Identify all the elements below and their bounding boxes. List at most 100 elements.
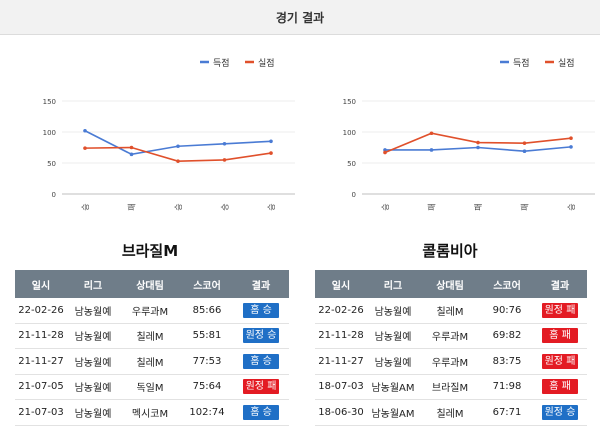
cell-opponent: 칠레M [419, 399, 481, 426]
page-title: 경기 결과 [275, 11, 325, 25]
cell-date: 21-11-27 [315, 348, 367, 375]
x-tick-label: 패 [427, 203, 437, 210]
cell-date: 18-06-30 [315, 399, 367, 426]
cell-date: 22-02-26 [315, 298, 367, 324]
header-bar: 경기 결과 [0, 0, 600, 35]
result-badge: 홈 승 [243, 404, 279, 420]
cell-result: 홈 패 [533, 374, 587, 400]
legend-label-conceded: 실점 [558, 57, 575, 69]
cell-opponent: 칠레M [119, 323, 181, 349]
cell-opponent: 우루과M [419, 323, 481, 349]
cell-score: 67:71 [481, 399, 533, 426]
x-tick-label: 승 [567, 203, 576, 210]
column-header-opponent: 상대팀 [119, 270, 181, 298]
data-point [269, 139, 273, 144]
column-header-league: 리그 [367, 270, 419, 298]
data-point [129, 152, 134, 157]
table-row: 21-07-05 남농월예 독일M 75:64 원정 패 [15, 374, 289, 400]
cell-result: 원정 패 [233, 374, 289, 400]
data-point [476, 140, 480, 145]
cell-score: 90:76 [481, 298, 533, 324]
legend-label-conceded: 실점 [258, 57, 275, 69]
x-tick-label: 승 [267, 203, 276, 210]
cell-league: 남농월AM [367, 374, 419, 400]
cell-score: 69:82 [481, 323, 533, 349]
y-tick-label: 150 [343, 98, 356, 106]
result-badge: 홈 패 [542, 328, 578, 344]
cell-score: 85:66 [181, 298, 233, 324]
data-point [383, 148, 387, 152]
data-point [222, 141, 227, 146]
cell-league: 남농월예 [367, 348, 419, 375]
result-badge: 원정 승 [542, 404, 578, 420]
legend-label-score: 득점 [513, 57, 530, 69]
data-point [522, 141, 527, 145]
table-row: 21-11-28 남농월예 우루과M 69:82 홈 패 [315, 323, 587, 349]
cell-result: 원정 승 [533, 399, 587, 426]
score-chart-colombia: 득점 실점 0 50 100 150 승 패 패 패 승 [300, 48, 600, 218]
result-badge: 원정 패 [243, 379, 279, 395]
column-header-result: 결과 [233, 270, 289, 298]
column-header-opponent: 상대팀 [419, 270, 481, 298]
data-point [429, 148, 434, 152]
table-row: 22-02-26 남농월예 우루과M 85:66 홈 승 [15, 298, 289, 324]
y-tick-label: 50 [47, 160, 56, 168]
x-tick-label: 승 [174, 203, 183, 210]
x-tick-label: 승 [381, 203, 390, 210]
y-tick-label: 100 [343, 129, 356, 137]
result-badge: 홈 승 [243, 353, 279, 369]
result-badge: 홈 승 [243, 302, 279, 318]
y-tick-label: 0 [52, 191, 56, 199]
cell-score: 71:98 [481, 374, 533, 400]
cell-league: 남농월예 [367, 298, 419, 324]
data-point [176, 144, 180, 149]
cell-score: 77:53 [181, 348, 233, 375]
x-tick-label: 승 [81, 203, 90, 210]
cell-league: 남농월예 [67, 348, 119, 375]
result-badge: 홈 패 [542, 379, 578, 395]
results-table-colombia: 일시 리그 상대팀 스코어 결과 22-02-26 남농월예 칠레M 90:76 원정 … [315, 270, 587, 426]
cell-league: 남농월예 [67, 374, 119, 400]
y-tick-label: 100 [43, 129, 56, 137]
table-row: 18-07-03 남농월AM 브라질M 71:98 홈 패 [315, 374, 587, 400]
cell-opponent: 우루과M [119, 298, 181, 324]
table-row: 18-06-30 남농월AM 칠레M 67:71 원정 승 [315, 399, 587, 426]
table-row: 21-11-27 남농월예 칠레M 77:53 홈 승 [15, 348, 289, 375]
line-chart: 득점 실점 0 50 100 150 승 패 패 패 승 [343, 57, 595, 211]
x-tick-label: 패 [473, 203, 483, 210]
y-tick-label: 50 [347, 160, 356, 168]
data-point [476, 145, 480, 150]
cell-date: 21-11-28 [315, 323, 367, 349]
data-point [569, 136, 573, 140]
series-line-conceded [84, 146, 272, 162]
cell-score: 75:64 [181, 374, 233, 400]
cell-result: 원정 패 [533, 348, 587, 375]
cell-opponent: 독일M [119, 374, 181, 400]
table-row: 21-07-03 남농월예 멕시코M 102:74 홈 승 [15, 399, 289, 426]
cell-league: 남농월AM [367, 399, 419, 426]
table-row: 21-11-27 남농월예 우루과M 83:75 원정 패 [315, 348, 587, 375]
cell-result: 원정 승 [233, 323, 289, 349]
column-header-score: 스코어 [481, 270, 533, 298]
data-point [176, 159, 180, 163]
cell-date: 18-07-03 [315, 374, 367, 400]
x-tick-label: 패 [520, 203, 530, 210]
series-line-score [84, 130, 272, 156]
cell-opponent: 브라질M [419, 374, 481, 400]
data-point [83, 128, 87, 133]
column-header-league: 리그 [67, 270, 119, 298]
column-header-date: 일시 [315, 270, 367, 298]
result-badge: 원정 패 [542, 353, 578, 369]
column-header-result: 결과 [533, 270, 587, 298]
score-chart-brazil: 득점 실점 0 50 100 150 승 패 승 승 승 [0, 48, 300, 218]
cell-league: 남농월예 [67, 399, 119, 426]
cell-score: 55:81 [181, 323, 233, 349]
cell-result: 홈 승 [233, 298, 289, 324]
table-row: 22-02-26 남농월예 칠레M 90:76 원정 패 [315, 298, 587, 324]
cell-result: 원정 패 [533, 298, 587, 324]
data-point [429, 131, 434, 136]
cell-date: 21-11-27 [15, 348, 67, 375]
cell-date: 21-07-03 [15, 399, 67, 426]
data-point [222, 158, 227, 162]
cell-opponent: 멕시코M [119, 399, 181, 426]
